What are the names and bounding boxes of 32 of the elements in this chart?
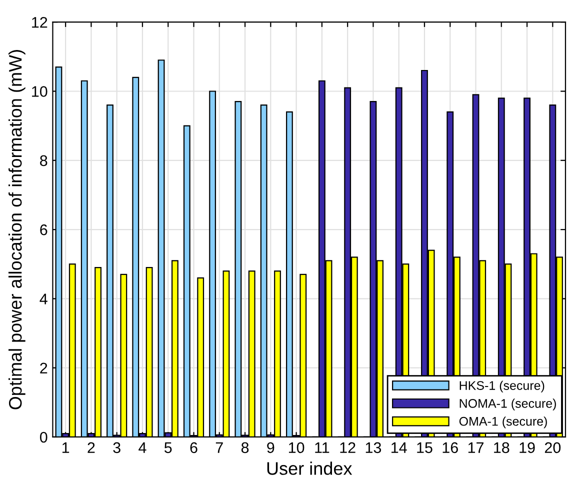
- x-tick-label: 9: [267, 442, 274, 454]
- y-tick-label: 2: [40, 362, 48, 374]
- x-tick-label: 17: [468, 442, 484, 453]
- x-axis-title: User index: [267, 462, 352, 475]
- x-tick-label: 6: [190, 442, 198, 454]
- x-tick-label: 20: [544, 442, 561, 454]
- x-tick-label: 18: [494, 442, 510, 454]
- legend-label: HKS-1 (secure): [460, 380, 544, 392]
- x-tick-label: 7: [216, 442, 223, 453]
- x-tick-label: 11: [315, 442, 330, 453]
- y-tick-label: 4: [40, 294, 48, 304]
- x-tick-label: 2: [88, 442, 95, 453]
- x-tick-label: 5: [164, 442, 172, 454]
- legend-label: NOMA-1 (secure): [460, 398, 556, 410]
- x-tick-label: 15: [417, 442, 432, 454]
- y-axis-title: Optimal power allocation of information (mW): [8, 50, 26, 410]
- x-tick-label: 3: [113, 442, 120, 454]
- x-tick-label: 8: [241, 442, 249, 454]
- y-tick-label: 6: [40, 224, 48, 236]
- x-tick-label: 10: [288, 442, 304, 454]
- x-tick-label: 19: [520, 442, 535, 454]
- x-tick-label: 12: [340, 442, 356, 453]
- y-tick-label: 8: [40, 155, 48, 166]
- x-tick-label: 13: [366, 442, 382, 454]
- x-tick-label: 16: [442, 442, 458, 454]
- x-tick-label: 14: [392, 442, 407, 453]
- x-tick-label: 4: [138, 442, 146, 453]
- legend-label: OMA-1 (secure): [459, 416, 547, 428]
- x-tick-label: 1: [62, 442, 70, 453]
- y-tick-label: 12: [32, 16, 48, 28]
- y-tick-label: 10: [32, 86, 48, 97]
- y-tick-label: 0: [40, 432, 48, 443]
